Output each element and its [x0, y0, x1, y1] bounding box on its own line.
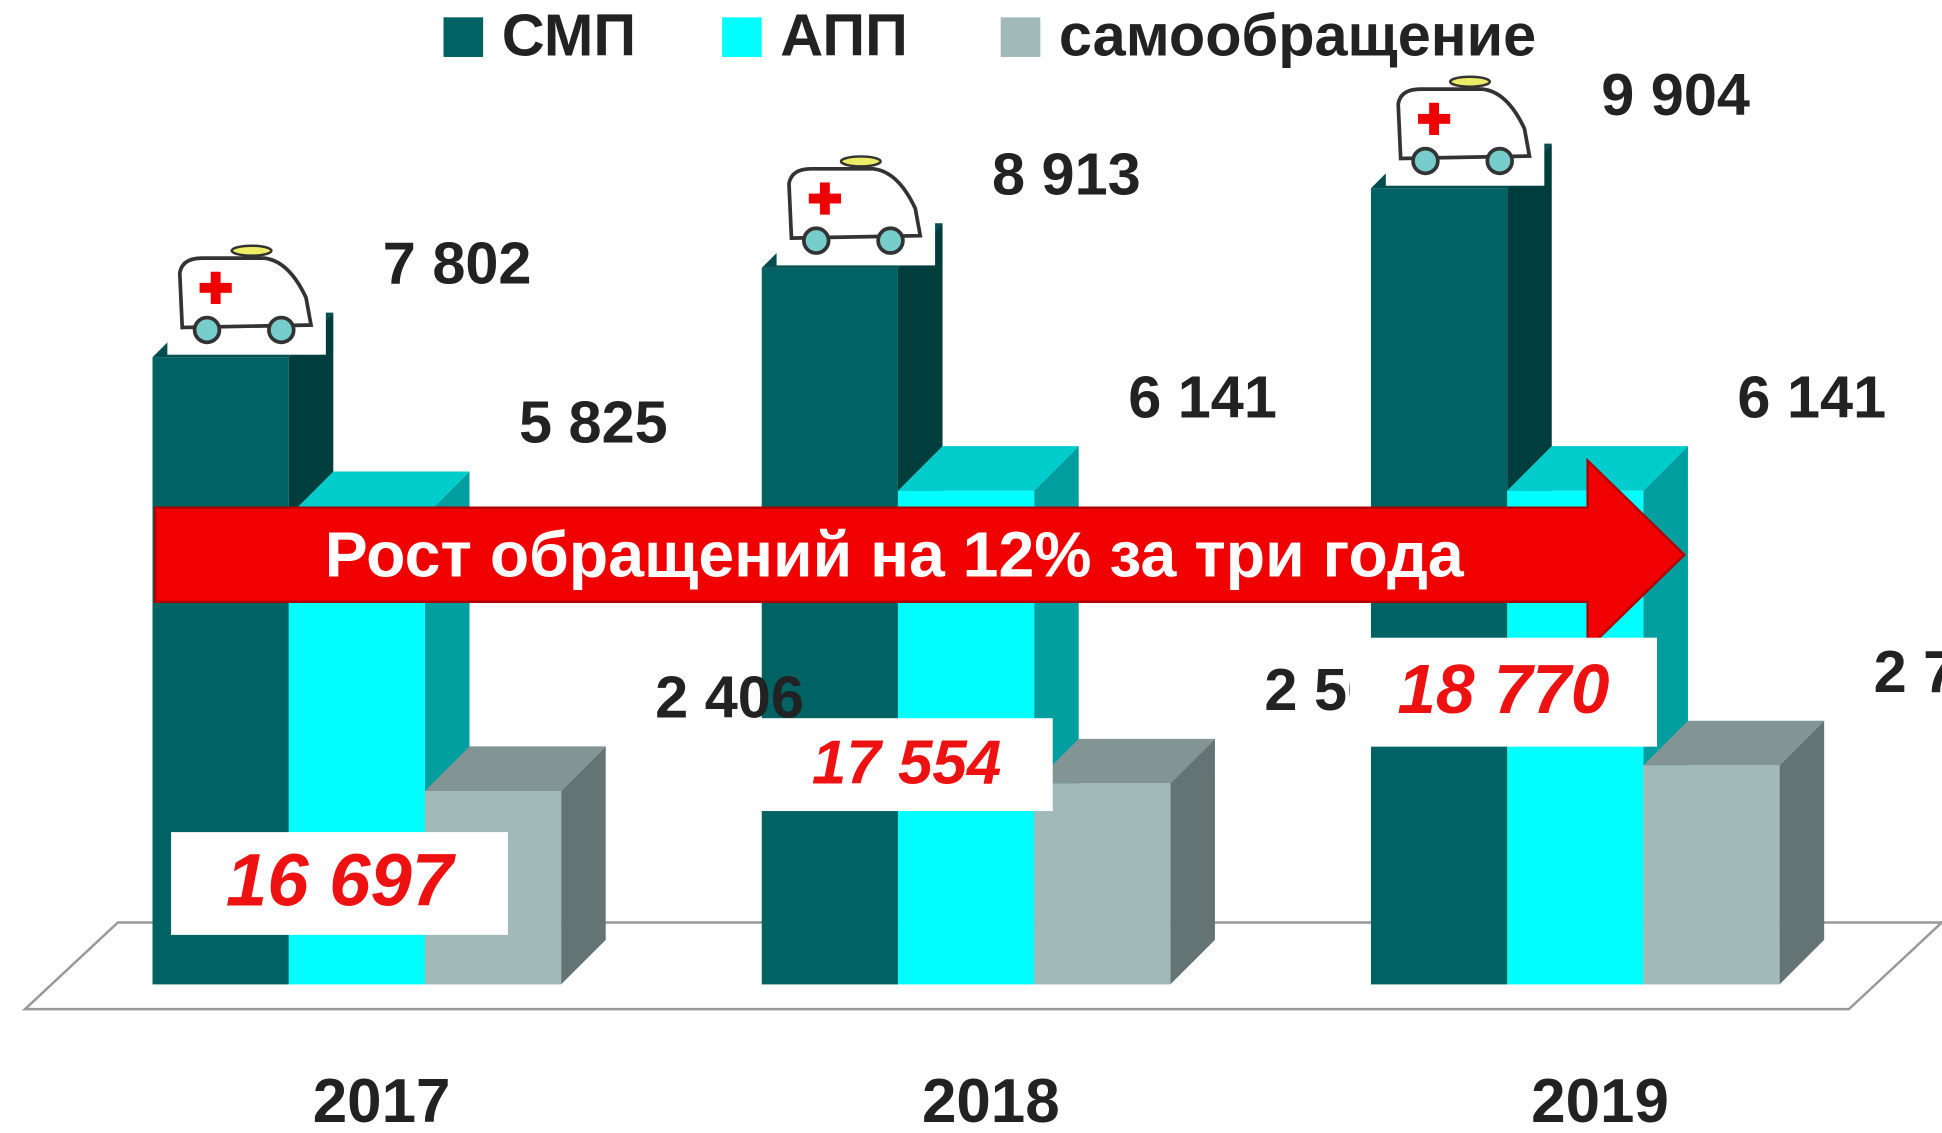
icon-wheel — [801, 226, 831, 255]
bar-top — [288, 471, 470, 517]
value-label: 2 725 — [1874, 638, 1942, 705]
bar — [761, 267, 898, 985]
legend-swatch — [443, 17, 484, 57]
growth-arrow — [153, 457, 1687, 652]
icon-light — [1448, 75, 1492, 88]
annotation: Рост обращений на 12% за три года — [325, 519, 1465, 591]
icon-cross — [819, 182, 830, 215]
icon-light — [839, 155, 882, 168]
bar-side — [561, 746, 606, 985]
total-box — [1349, 637, 1657, 747]
value-label: 8 913 — [992, 140, 1141, 207]
value-label: 6 141 — [1128, 363, 1277, 430]
bar-top — [424, 746, 606, 791]
icon-wheel — [1485, 146, 1514, 176]
bar-top — [1643, 720, 1825, 766]
icon-cross — [1429, 102, 1440, 135]
bar-top — [1034, 738, 1215, 784]
bar-side — [1779, 720, 1825, 985]
total-label: 18 770 — [1397, 650, 1609, 728]
icon-light — [230, 244, 273, 257]
ambulance-icon — [167, 240, 326, 355]
icon-wheel — [192, 315, 222, 345]
bar — [1034, 783, 1171, 985]
bar-top — [1507, 446, 1688, 491]
value-label: 7 802 — [383, 230, 532, 297]
x-tick-label: 2017 — [313, 1067, 451, 1133]
value-label: 6 141 — [1737, 363, 1886, 430]
total-label: 16 697 — [226, 839, 457, 922]
value-label: 5 825 — [519, 389, 668, 456]
bar — [1643, 765, 1780, 985]
ambulance-icon — [1385, 71, 1545, 186]
bar-side — [1170, 738, 1215, 985]
overlay: Рост обращений на 12% за три года 16 697… — [153, 457, 1687, 935]
icon-wheel — [267, 315, 296, 345]
legend-label: АПП — [780, 1, 908, 68]
legend-swatch — [722, 17, 762, 57]
icon-wheel — [876, 226, 905, 255]
legend-label: самообращение — [1059, 1, 1536, 68]
ambulance-icon — [776, 151, 936, 266]
total-box — [171, 832, 508, 935]
icon-cross — [210, 271, 221, 304]
icon-wheel — [1411, 146, 1440, 176]
total-label: 17 554 — [812, 728, 1001, 797]
legend-swatch — [1000, 17, 1041, 57]
bar-top — [897, 446, 1079, 491]
x-tick-label: 2018 — [922, 1067, 1060, 1133]
x-tick-label: 2019 — [1531, 1067, 1669, 1133]
legend-label: СМП — [502, 1, 636, 68]
value-label: 9 904 — [1601, 61, 1750, 128]
total-box — [760, 718, 1053, 812]
